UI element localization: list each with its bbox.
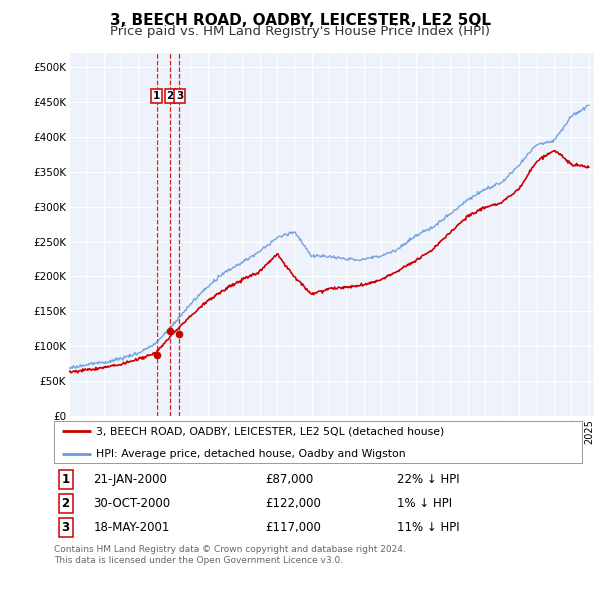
Text: 30-OCT-2000: 30-OCT-2000: [94, 497, 171, 510]
Text: 3, BEECH ROAD, OADBY, LEICESTER, LE2 5QL: 3, BEECH ROAD, OADBY, LEICESTER, LE2 5QL: [110, 13, 491, 28]
Text: HPI: Average price, detached house, Oadby and Wigston: HPI: Average price, detached house, Oadb…: [96, 449, 406, 459]
Text: 18-MAY-2001: 18-MAY-2001: [94, 521, 170, 534]
Text: 2: 2: [62, 497, 70, 510]
Text: 3: 3: [62, 521, 70, 534]
Text: £117,000: £117,000: [265, 521, 321, 534]
Text: 21-JAN-2000: 21-JAN-2000: [94, 473, 167, 486]
Text: Price paid vs. HM Land Registry's House Price Index (HPI): Price paid vs. HM Land Registry's House …: [110, 25, 490, 38]
Text: 1: 1: [62, 473, 70, 486]
Text: 1: 1: [153, 91, 160, 101]
Text: Contains HM Land Registry data © Crown copyright and database right 2024.: Contains HM Land Registry data © Crown c…: [54, 545, 406, 554]
Text: £87,000: £87,000: [265, 473, 313, 486]
Text: £122,000: £122,000: [265, 497, 321, 510]
Text: 1% ↓ HPI: 1% ↓ HPI: [397, 497, 452, 510]
Text: 22% ↓ HPI: 22% ↓ HPI: [397, 473, 460, 486]
Text: This data is licensed under the Open Government Licence v3.0.: This data is licensed under the Open Gov…: [54, 556, 343, 565]
Text: 3: 3: [176, 91, 183, 101]
Text: 3, BEECH ROAD, OADBY, LEICESTER, LE2 5QL (detached house): 3, BEECH ROAD, OADBY, LEICESTER, LE2 5QL…: [96, 427, 445, 436]
Text: 11% ↓ HPI: 11% ↓ HPI: [397, 521, 460, 534]
Text: 2: 2: [166, 91, 173, 101]
